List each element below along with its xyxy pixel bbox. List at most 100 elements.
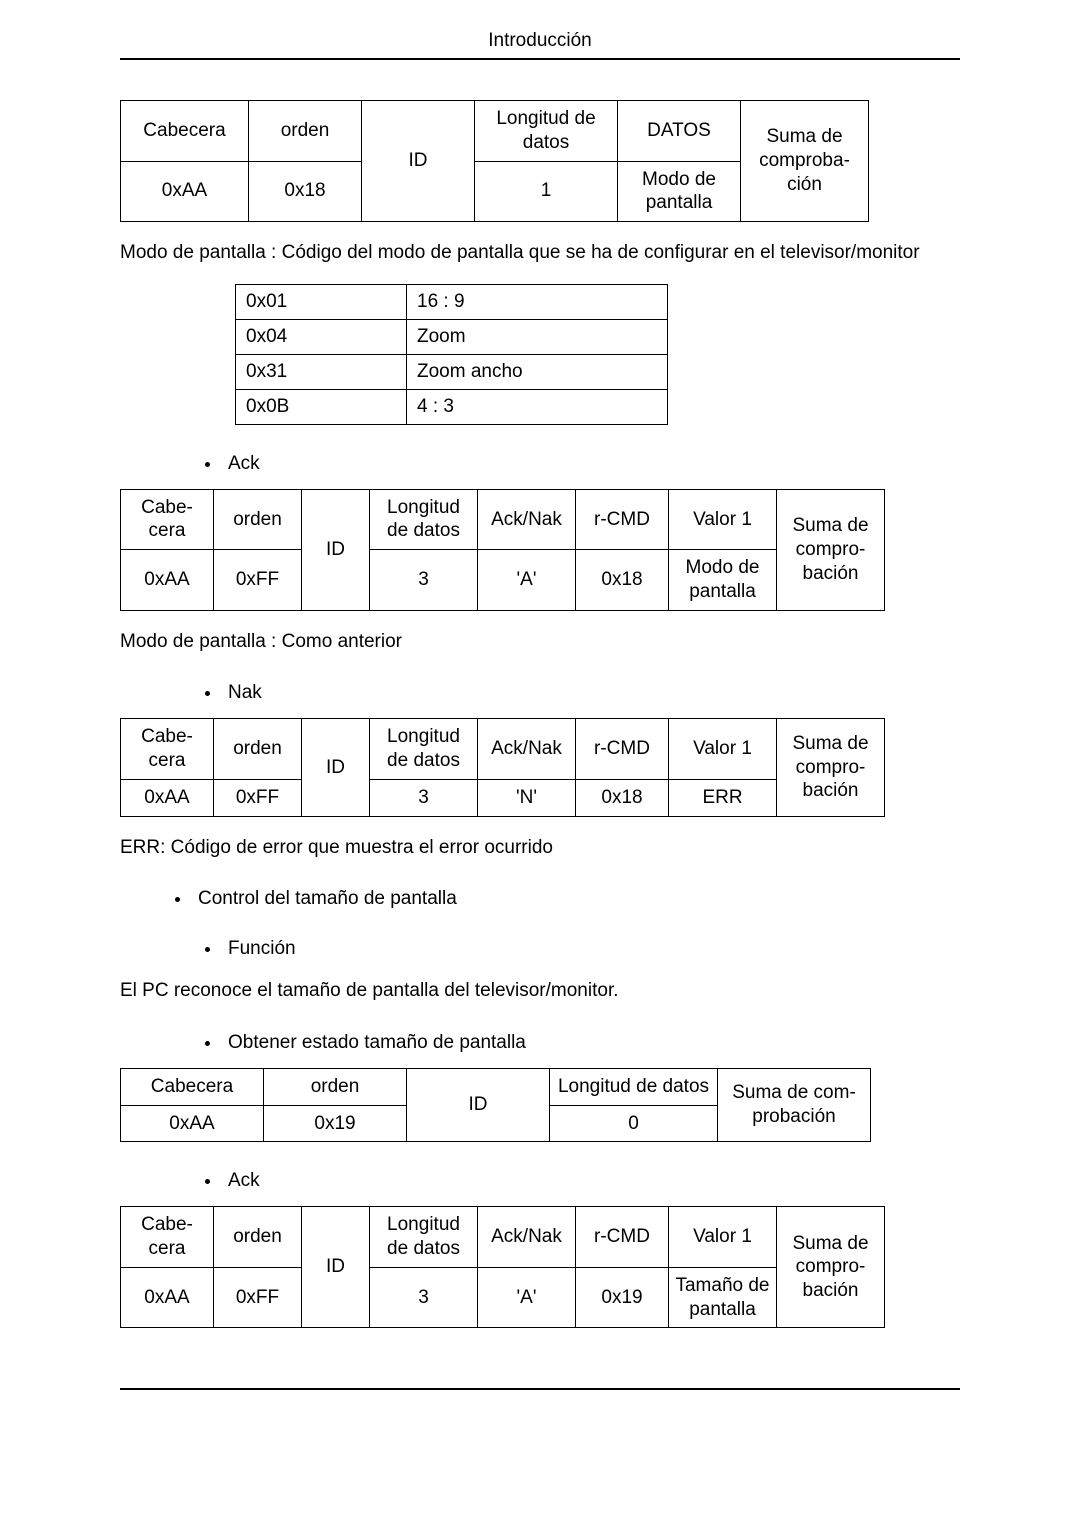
nak-label: Nak — [228, 682, 262, 704]
a1-h4: Ack/Nak — [478, 489, 576, 550]
code-2-val: Zoom ancho — [407, 354, 668, 389]
bullet-dot-icon — [205, 691, 210, 696]
a1-h6: Valor 1 — [669, 489, 777, 550]
sg-h3: Longitud de da­tos — [550, 1068, 718, 1105]
code-0-key: 0x01 — [236, 284, 407, 319]
code-3-key: 0x0B — [236, 389, 407, 424]
bullet-ack-1: Ack — [205, 453, 960, 475]
n-d6: ERR — [669, 779, 777, 816]
code-1-val: Zoom — [407, 319, 668, 354]
n-d4: 'N' — [478, 779, 576, 816]
t1-h-sum: Suma de comproba­ción — [741, 101, 869, 222]
para-funcion: El PC reconoce el tamaño de pantalla del… — [120, 978, 960, 1004]
table-ack-2: Cabe­cera orden ID Longitud de datos Ack… — [120, 1206, 885, 1328]
sg-h1: orden — [264, 1068, 407, 1105]
n-h2: ID — [302, 719, 370, 816]
a2-h3: Longitud de datos — [370, 1207, 478, 1268]
ack-label-1: Ack — [228, 453, 260, 475]
n-h6: Valor 1 — [669, 719, 777, 780]
a2-d4: 'A' — [478, 1267, 576, 1328]
sg-h0: Cabecera — [121, 1068, 264, 1105]
sg-d3: 0 — [550, 1105, 718, 1142]
n-d1: 0xFF — [214, 779, 302, 816]
sg-h2: ID — [407, 1068, 550, 1142]
n-h4: Ack/Nak — [478, 719, 576, 780]
bullet-dot-icon — [205, 1179, 210, 1184]
table-ack-1: Cabe­cera orden ID Longitud de datos Ack… — [120, 489, 885, 611]
a1-d1: 0xFF — [214, 550, 302, 611]
bullet-size-ctrl: Control del tamaño de pantalla — [175, 888, 960, 910]
t1-h-datos: DATOS — [618, 101, 741, 162]
a2-d1: 0xFF — [214, 1267, 302, 1328]
para-err: ERR: Código de error que muestra el erro… — [120, 835, 960, 861]
a2-h0: Cabe­cera — [121, 1207, 214, 1268]
bullet-dot-icon — [205, 947, 210, 952]
a1-h0: Cabe­cera — [121, 489, 214, 550]
a2-h6: Valor 1 — [669, 1207, 777, 1268]
a1-h5: r-CMD — [576, 489, 669, 550]
a1-h1: orden — [214, 489, 302, 550]
n-h5: r-CMD — [576, 719, 669, 780]
bullet-dot-icon — [175, 897, 180, 902]
footer-rule — [120, 1388, 960, 1394]
code-3-val: 4 : 3 — [407, 389, 668, 424]
a2-h7: Suma de compro­bación — [777, 1207, 885, 1328]
n-d5: 0x18 — [576, 779, 669, 816]
section-size-ctrl: Control del tamaño de pantalla — [198, 888, 457, 910]
n-h0: Cabe­cera — [121, 719, 214, 780]
bullet-obtener: Obtener estado tamaño de pantalla — [205, 1032, 960, 1054]
ack-label-2: Ack — [228, 1170, 260, 1192]
n-d3: 3 — [370, 779, 478, 816]
bullet-funcion: Función — [205, 938, 960, 960]
a2-d3: 3 — [370, 1267, 478, 1328]
bullet-nak: Nak — [205, 682, 960, 704]
sg-d1: 0x19 — [264, 1105, 407, 1142]
a2-d0: 0xAA — [121, 1267, 214, 1328]
page: Introducción Cabecera orden ID Longitud … — [0, 0, 1080, 1527]
sg-d0: 0xAA — [121, 1105, 264, 1142]
a2-h1: orden — [214, 1207, 302, 1268]
t1-d-cabecera: 0xAA — [121, 161, 249, 222]
n-h7: Suma de compro­bación — [777, 719, 885, 816]
a2-h5: r-CMD — [576, 1207, 669, 1268]
t1-h-len: Longitud de datos — [475, 101, 618, 162]
a1-h7: Suma de compro­bación — [777, 489, 885, 610]
t1-d-orden: 0x18 — [249, 161, 362, 222]
a2-h2: ID — [302, 1207, 370, 1328]
a1-d6: Modo de pantalla — [669, 550, 777, 611]
t1-d-len: 1 — [475, 161, 618, 222]
table-size-get: Cabecera orden ID Longitud de da­tos Sum… — [120, 1068, 871, 1143]
bullet-dot-icon — [205, 1041, 210, 1046]
table-nak: Cabe­cera orden ID Longitud de datos Ack… — [120, 718, 885, 816]
code-0-val: 16 : 9 — [407, 284, 668, 319]
doc-header-title: Introducción — [488, 30, 592, 52]
para-modo-def: Modo de pantalla : Código del modo de pa… — [120, 240, 960, 266]
sg-h4: Suma de com­probación — [718, 1068, 871, 1142]
funcion-label: Función — [228, 938, 296, 960]
doc-header: Introducción — [120, 30, 960, 60]
para-como-anterior: Modo de pantalla : Como anterior — [120, 629, 960, 655]
n-h1: orden — [214, 719, 302, 780]
a2-d5: 0x19 — [576, 1267, 669, 1328]
a1-h3: Longitud de datos — [370, 489, 478, 550]
t1-h-id: ID — [362, 101, 475, 222]
n-h3: Longitud de datos — [370, 719, 478, 780]
obtener-label: Obtener estado tamaño de pantalla — [228, 1032, 526, 1054]
table-mode-codes: 0x01 16 : 9 0x04 Zoom 0x31 Zoom ancho 0x… — [235, 284, 668, 425]
n-d0: 0xAA — [121, 779, 214, 816]
a1-d3: 3 — [370, 550, 478, 611]
code-2-key: 0x31 — [236, 354, 407, 389]
bullet-ack-2: Ack — [205, 1170, 960, 1192]
a2-d6: Tamaño de pan­talla — [669, 1267, 777, 1328]
a2-h4: Ack/Nak — [478, 1207, 576, 1268]
table-screen-mode-cmd: Cabecera orden ID Longitud de datos DATO… — [120, 100, 869, 222]
t1-h-cabecera: Cabecera — [121, 101, 249, 162]
a1-d4: 'A' — [478, 550, 576, 611]
a1-d5: 0x18 — [576, 550, 669, 611]
code-1-key: 0x04 — [236, 319, 407, 354]
a1-h2: ID — [302, 489, 370, 610]
t1-h-orden: orden — [249, 101, 362, 162]
t1-d-datos: Modo de pantalla — [618, 161, 741, 222]
a1-d0: 0xAA — [121, 550, 214, 611]
bullet-dot-icon — [205, 462, 210, 467]
